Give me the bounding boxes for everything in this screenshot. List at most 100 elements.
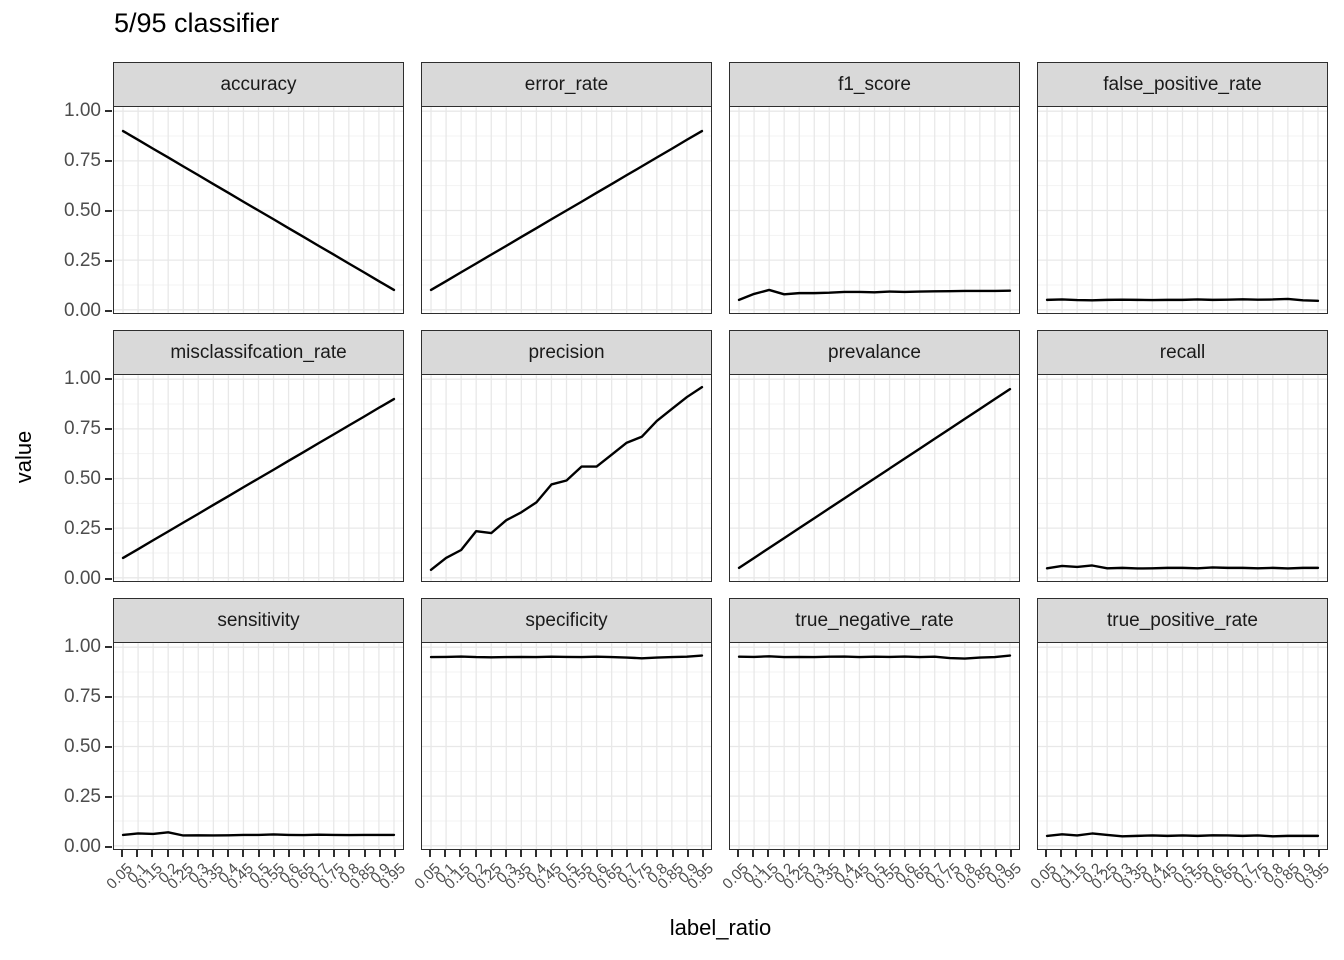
y-axis-tick-label: 0.00 bbox=[64, 568, 101, 589]
x-axis-tick bbox=[656, 850, 659, 857]
x-axis-tick bbox=[257, 850, 260, 857]
x-axis-tick bbox=[1181, 850, 1184, 857]
x-axis-tick bbox=[1009, 850, 1012, 857]
data-line bbox=[121, 397, 396, 560]
y-axis-tick bbox=[105, 478, 112, 480]
x-axis-tick bbox=[520, 850, 523, 857]
x-axis-tick bbox=[1317, 850, 1320, 857]
x-axis-tick bbox=[550, 850, 553, 857]
x-axis-tick bbox=[767, 850, 770, 857]
x-axis-tick bbox=[287, 850, 290, 857]
x-axis-tick bbox=[934, 850, 937, 857]
facet-strip-label: error_rate bbox=[524, 73, 609, 95]
x-axis-tick bbox=[474, 850, 477, 857]
facet-strip: recall bbox=[1037, 330, 1328, 375]
x-axis-tick bbox=[1166, 850, 1169, 857]
x-axis-tick bbox=[671, 850, 674, 857]
x-axis-tick bbox=[812, 850, 815, 857]
panel-plot bbox=[1037, 375, 1328, 582]
panel-plot bbox=[113, 643, 404, 850]
x-axis-tick bbox=[121, 850, 124, 857]
facet-strip-label: true_negative_rate bbox=[795, 609, 954, 631]
y-axis-tick-label: 0.50 bbox=[64, 200, 101, 221]
y-axis-tick bbox=[105, 160, 112, 162]
facet-strip: error_rate bbox=[421, 62, 712, 107]
x-axis-tick bbox=[151, 850, 154, 857]
x-axis-tick bbox=[1060, 850, 1063, 857]
facet-strip: false_positive_rate bbox=[1037, 62, 1328, 107]
x-axis-tick bbox=[873, 850, 876, 857]
data-line bbox=[429, 654, 704, 660]
y-axis-tick-label: 0.50 bbox=[64, 736, 101, 757]
x-axis-tick bbox=[196, 850, 199, 857]
x-axis-tick bbox=[1287, 850, 1290, 857]
facet-panel: true_negative_rate bbox=[729, 598, 1020, 850]
facet-strip-label: sensitivity bbox=[217, 609, 300, 631]
x-axis-tick bbox=[1242, 850, 1245, 857]
y-axis-tick bbox=[105, 578, 112, 580]
facet-strip-label: misclassifcation_rate bbox=[170, 341, 347, 363]
x-axis-tick bbox=[136, 850, 139, 857]
x-axis-tick bbox=[641, 850, 644, 857]
x-axis-tick bbox=[393, 850, 396, 857]
x-axis-tick bbox=[979, 850, 982, 857]
facet-strip-label: prevalance bbox=[828, 341, 921, 363]
x-axis-tick bbox=[964, 850, 967, 857]
facet-panel: sensitivity bbox=[113, 598, 404, 850]
x-axis-tick bbox=[1226, 850, 1229, 857]
facet-grid: accuracy error_rate f1_score false_posit… bbox=[64, 62, 1333, 893]
y-axis-tick-label: 0.75 bbox=[64, 686, 101, 707]
y-axis-tick-label: 0.25 bbox=[64, 518, 101, 539]
y-axis-tick bbox=[105, 428, 112, 430]
facet-strip: sensitivity bbox=[113, 598, 404, 643]
facet-strip: accuracy bbox=[113, 62, 404, 107]
facet-strip: true_negative_rate bbox=[729, 598, 1020, 643]
x-axis-tick bbox=[378, 850, 381, 857]
x-axis-tick bbox=[242, 850, 245, 857]
x-axis-tick bbox=[565, 850, 568, 857]
panel-plot bbox=[1037, 643, 1328, 850]
panel-plot bbox=[421, 375, 712, 582]
facet-strip: f1_score bbox=[729, 62, 1020, 107]
x-axis-tick bbox=[918, 850, 921, 857]
x-axis-tick bbox=[181, 850, 184, 857]
facet-strip-label: precision bbox=[528, 341, 605, 363]
x-axis-tick bbox=[535, 850, 538, 857]
panel-plot bbox=[729, 107, 1020, 314]
x-axis-tick bbox=[272, 850, 275, 857]
panel-plot bbox=[1037, 107, 1328, 314]
facet-panel: misclassifcation_rate bbox=[113, 330, 404, 582]
y-axis-tick-label: 0.00 bbox=[64, 836, 101, 857]
x-axis-tick bbox=[888, 850, 891, 857]
facet-panel: precision bbox=[421, 330, 712, 582]
facet-panel: recall bbox=[1037, 330, 1328, 582]
panel-plot bbox=[421, 107, 712, 314]
chart-title: 5/95 classifier bbox=[114, 8, 280, 38]
facet-panel: true_positive_rate bbox=[1037, 598, 1328, 850]
facet-panel: specificity bbox=[421, 598, 712, 850]
x-axis-tick bbox=[782, 850, 785, 857]
x-axis-tick bbox=[302, 850, 305, 857]
panel-plot bbox=[113, 375, 404, 582]
x-axis-tick bbox=[1136, 850, 1139, 857]
data-line bbox=[121, 831, 396, 837]
x-axis-tick bbox=[752, 850, 755, 857]
x-axis-tick-label-anchor: 0.95 bbox=[1300, 860, 1344, 893]
facet-panel: prevalance bbox=[729, 330, 1020, 582]
x-axis-tick bbox=[858, 850, 861, 857]
x-axis-tick bbox=[1272, 850, 1275, 857]
y-axis-tick bbox=[105, 846, 112, 848]
x-axis-tick bbox=[903, 850, 906, 857]
x-axis-tick bbox=[1257, 850, 1260, 857]
y-axis-tick bbox=[105, 528, 112, 530]
facet-strip-label: recall bbox=[1159, 341, 1206, 363]
x-axis-tick bbox=[227, 850, 230, 857]
facet-strip: prevalance bbox=[729, 330, 1020, 375]
data-line bbox=[737, 288, 1012, 302]
data-line bbox=[1045, 297, 1320, 303]
facet-panel: accuracy bbox=[113, 62, 404, 314]
x-axis-tick bbox=[626, 850, 629, 857]
x-axis-tick bbox=[843, 850, 846, 857]
x-axis-tick bbox=[701, 850, 704, 857]
y-axis-tick bbox=[105, 378, 112, 380]
